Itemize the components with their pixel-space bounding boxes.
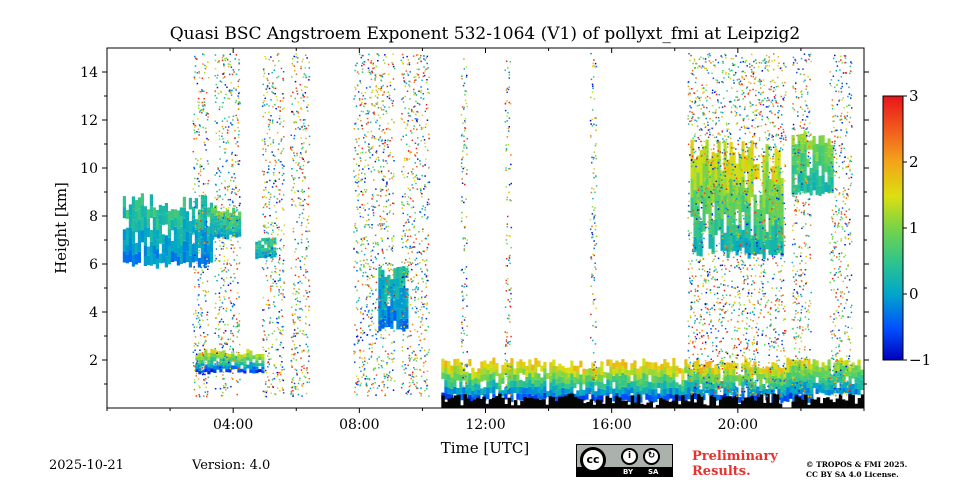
x-axis-label: Time [UTC]	[441, 439, 530, 457]
colorbar-tick-label: 2	[909, 153, 919, 171]
y-tick-label: 10	[80, 161, 98, 177]
heat-region	[791, 131, 834, 196]
preliminary-line2: Results.	[692, 464, 751, 479]
y-tick-label: 8	[89, 209, 98, 225]
heat-region	[122, 193, 213, 269]
y-axis-label: Height [km]	[52, 182, 70, 274]
cc-by-icon: i	[621, 448, 638, 465]
colorbar-ticks: −1 0 1 2 3	[903, 87, 931, 369]
colorbar	[882, 95, 904, 361]
heatmap-area	[122, 52, 864, 408]
copyright-line1: © TROPOS & FMI 2025.	[806, 460, 908, 469]
chart-title: Quasi BSC Angstroem Exponent 532-1064 (V…	[169, 24, 801, 44]
y-tick-label: 12	[80, 113, 98, 129]
copyright-line2: CC BY SA 4.0 License.	[806, 470, 899, 479]
footer-date: 2025-10-21	[49, 458, 124, 473]
footer-version: Version: 4.0	[192, 458, 271, 473]
preliminary-notice: Preliminary Results.	[692, 449, 778, 479]
y-tick-label: 14	[80, 65, 98, 81]
x-tick-label: 16:00	[591, 417, 631, 433]
colorbar-tick-label: 0	[909, 285, 919, 303]
colorbar-tick-label: −1	[909, 351, 931, 369]
cc-sa-icon: ↻	[643, 448, 660, 465]
y-tick-label: 4	[89, 305, 98, 321]
copyright-notice: © TROPOS & FMI 2025. CC BY SA 4.0 Licens…	[806, 460, 907, 480]
cc-badge-strip	[577, 467, 672, 476]
low-signal-band	[441, 393, 864, 408]
y-tick-label: 6	[89, 257, 98, 273]
cc-logo-icon: cc	[580, 447, 606, 473]
heat-region	[441, 357, 814, 404]
x-tick-label: 12:00	[465, 417, 505, 433]
heat-region	[690, 139, 784, 259]
preliminary-line1: Preliminary	[692, 449, 778, 464]
x-tick-label: 20:00	[718, 417, 758, 433]
heat-region	[255, 237, 277, 260]
heat-region	[195, 348, 265, 375]
cc-by-label: BY	[623, 468, 634, 476]
colorbar-tick-label: 1	[909, 219, 919, 237]
noise-speckles	[192, 52, 853, 398]
x-tick-label: 04:00	[213, 417, 253, 433]
colorbar-tick-label: 3	[909, 87, 919, 105]
x-axis: 04:00 08:00 12:00 16:00 20:00	[106, 48, 865, 433]
cc-license-badge[interactable]: cc i ↻ BY SA	[576, 444, 673, 477]
y-tick-label: 2	[89, 353, 98, 369]
x-tick-label: 08:00	[339, 417, 379, 433]
cc-sa-label: SA	[648, 468, 659, 476]
y-axis: 2 4 6 8 10 12 14	[80, 65, 869, 385]
